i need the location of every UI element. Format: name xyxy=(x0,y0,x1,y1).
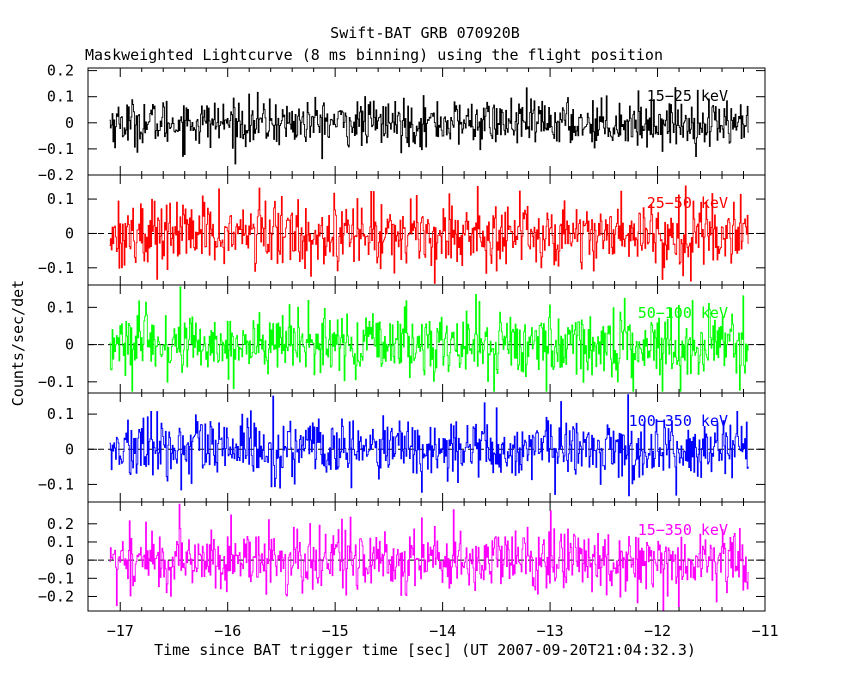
panel-frame xyxy=(87,501,766,612)
y-tick-label: −0.2 xyxy=(38,587,74,605)
series-label: 25−50 keV xyxy=(647,194,728,212)
x-axis-label: Time since BAT trigger time [sec] (UT 20… xyxy=(154,641,696,659)
panel-5: −0.2−0.100.10.2 15−350 keV xyxy=(38,501,766,612)
y-tick-label: 0 xyxy=(65,551,74,569)
y-tick-label: 0.2 xyxy=(47,515,74,533)
y-tick-label: 0.1 xyxy=(47,298,74,316)
series-label: 100−350 keV xyxy=(629,412,728,430)
y-tick-label: 0.1 xyxy=(47,405,74,423)
x-tick-label: −11 xyxy=(751,622,778,640)
x-tick-label: −13 xyxy=(537,622,564,640)
series-line-5 xyxy=(109,503,749,611)
x-tick-label: −14 xyxy=(429,622,456,640)
series-label: 50−100 keV xyxy=(638,304,728,322)
x-tick-label: −15 xyxy=(322,622,349,640)
x-tick-label: −16 xyxy=(214,622,241,640)
y-axis-label: Counts/sec/det xyxy=(9,280,27,406)
x-tick-label: −17 xyxy=(107,622,134,640)
y-tick-label: −0.1 xyxy=(38,373,74,391)
y-tick-label: 0.2 xyxy=(47,62,74,80)
series-line-1 xyxy=(109,87,749,165)
panel-3: −0.1 0 0.1 50−100 keV xyxy=(38,284,766,394)
panels-group: −0.2−0.100.10.215−25 keV−0.100.1 25−50 ke… xyxy=(38,62,779,640)
x-tick-label: −12 xyxy=(644,622,671,640)
y-tick-label: −0.1 xyxy=(38,140,74,158)
series-line-4 xyxy=(109,394,749,497)
panel-2: −0.1 0 0.1 25−50 keV xyxy=(38,174,766,286)
chart-subtitle: Maskweighted Lightcurve (8 ms binning) u… xyxy=(85,46,663,64)
y-tick-label: −0.1 xyxy=(38,259,74,277)
panel-4: −0.1 0 0.1 100−350 keV xyxy=(38,392,766,503)
y-tick-label: 0 xyxy=(65,224,74,242)
y-tick-label: 0 xyxy=(65,336,74,354)
series-line-3 xyxy=(109,286,749,392)
y-tick-label: 0 xyxy=(65,440,74,458)
series-label: 15−25 keV xyxy=(647,87,728,105)
series-label: 15−350 keV xyxy=(638,521,728,539)
y-tick-label: −0.1 xyxy=(38,475,74,493)
y-tick-label: −0.2 xyxy=(38,166,74,184)
y-tick-label: 0.1 xyxy=(47,88,74,106)
panel-1: −0.2 −0.1 0 0.1 0.2 15−25 keV xyxy=(38,62,766,184)
chart-title: Swift-BAT GRB 070920B xyxy=(330,24,520,42)
y-tick-label: 0 xyxy=(65,114,74,132)
y-tick-label: 0.1 xyxy=(47,533,74,551)
series-line-2 xyxy=(109,185,749,284)
y-tick-label: −0.1 xyxy=(38,569,74,587)
y-tick-label: 0.1 xyxy=(47,190,74,208)
